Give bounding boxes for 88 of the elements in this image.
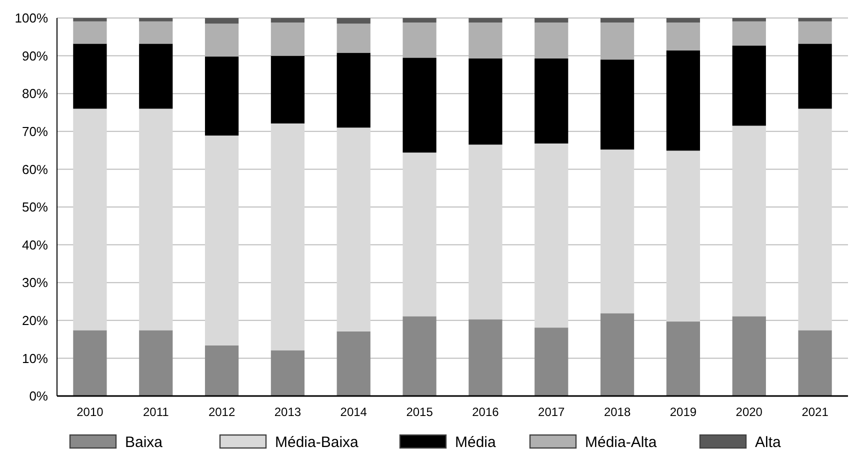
x-tick-label: 2012 xyxy=(208,405,236,419)
bar xyxy=(336,128,370,332)
x-tick-label: 2010 xyxy=(76,405,104,419)
legend-label: Média xyxy=(455,434,497,451)
bar xyxy=(732,46,766,126)
bar xyxy=(139,44,173,109)
bar xyxy=(600,150,634,314)
bar xyxy=(732,18,766,22)
bar xyxy=(798,108,832,330)
bar xyxy=(402,58,436,153)
x-tick-label: 2014 xyxy=(340,405,368,419)
y-tick-label: 60% xyxy=(22,162,48,177)
x-tick-label: 2021 xyxy=(802,405,829,419)
y-tick-label: 10% xyxy=(22,350,48,366)
bar xyxy=(798,21,832,44)
bar xyxy=(139,108,173,330)
bar xyxy=(336,52,370,128)
x-tick-label: 2019 xyxy=(670,405,697,419)
bar xyxy=(73,21,107,44)
bar xyxy=(798,44,832,109)
bar xyxy=(534,328,568,396)
bar xyxy=(139,18,173,22)
bar xyxy=(732,21,766,46)
bar xyxy=(139,21,173,44)
bar xyxy=(534,143,568,328)
y-tick-label: 0% xyxy=(29,388,48,404)
bar xyxy=(139,330,173,396)
legend-label: Média-Baixa xyxy=(275,434,360,451)
y-tick-label: 100% xyxy=(14,10,48,26)
bar xyxy=(468,22,502,58)
bar xyxy=(798,330,832,396)
bar xyxy=(73,108,107,330)
bar xyxy=(666,50,700,151)
x-tick-label: 2013 xyxy=(274,405,302,419)
x-tick-label: 2016 xyxy=(472,405,500,419)
y-tick-label: 80% xyxy=(22,86,48,102)
bar xyxy=(402,152,436,316)
bar xyxy=(270,123,305,350)
bar xyxy=(336,331,370,396)
bar xyxy=(468,18,502,23)
bar xyxy=(336,18,370,24)
bar xyxy=(666,150,700,322)
bar xyxy=(73,18,107,22)
bar xyxy=(204,136,239,346)
bar xyxy=(402,316,436,396)
bar xyxy=(666,322,700,396)
bar xyxy=(798,18,832,22)
bar xyxy=(666,22,700,51)
y-tick-label: 30% xyxy=(22,275,48,290)
bar xyxy=(666,18,700,23)
bar xyxy=(270,22,305,56)
bar xyxy=(270,18,305,23)
bar xyxy=(402,18,436,23)
bar xyxy=(204,18,239,24)
y-tick-label: 90% xyxy=(22,48,48,64)
y-tick-label: 50% xyxy=(22,200,48,215)
bar xyxy=(402,22,436,58)
bar xyxy=(468,144,502,320)
bar xyxy=(73,330,107,396)
bar xyxy=(468,319,502,396)
bar xyxy=(534,18,568,23)
y-tick-label: 40% xyxy=(22,237,48,252)
bar xyxy=(600,22,634,60)
bar xyxy=(732,126,766,316)
bar xyxy=(600,313,634,396)
bar xyxy=(270,56,305,124)
y-tick-label: 70% xyxy=(22,124,48,139)
x-tick-label: 2020 xyxy=(736,405,763,419)
bar xyxy=(732,316,766,396)
legend-label: Média-Alta xyxy=(585,434,658,451)
y-tick-label: 20% xyxy=(22,312,48,328)
x-tick-label: 2018 xyxy=(604,405,631,419)
bar xyxy=(468,58,502,145)
x-tick-label: 2017 xyxy=(538,405,566,419)
bar xyxy=(600,18,634,23)
bar xyxy=(270,350,305,396)
bar xyxy=(534,22,568,58)
x-tick-label: 2011 xyxy=(142,405,170,419)
legend-label: Alta xyxy=(755,434,782,451)
bar xyxy=(204,345,239,396)
x-tick-label: 2015 xyxy=(406,405,434,419)
bar xyxy=(204,56,239,136)
bar xyxy=(600,60,634,150)
bar xyxy=(204,24,239,57)
bar xyxy=(534,58,568,144)
legend-label: Baixa xyxy=(125,434,164,451)
bar xyxy=(336,24,370,53)
bar xyxy=(73,44,107,109)
